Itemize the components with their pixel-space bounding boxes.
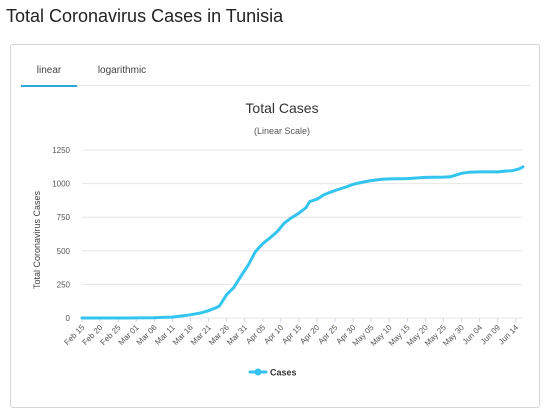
data-point[interactable]: [290, 216, 293, 219]
data-point[interactable]: [478, 170, 481, 174]
data-point[interactable]: [268, 236, 272, 240]
data-point[interactable]: [239, 274, 243, 278]
data-point[interactable]: [388, 177, 391, 181]
data-point[interactable]: [424, 176, 427, 179]
legend[interactable]: Cases: [248, 368, 297, 378]
data-point[interactable]: [261, 242, 264, 245]
data-point[interactable]: [225, 293, 228, 296]
y-tick-label: 0: [66, 314, 71, 323]
y-axis-ticks: 0 250 500 750 1000 1250: [52, 146, 70, 323]
data-point[interactable]: [218, 304, 221, 308]
legend-label: Cases: [270, 368, 297, 378]
data-point[interactable]: [163, 316, 167, 319]
data-point[interactable]: [254, 250, 257, 253]
data-point[interactable]: [467, 171, 470, 174]
data-point[interactable]: [214, 306, 217, 310]
data-point[interactable]: [496, 170, 499, 174]
data-point[interactable]: [207, 309, 210, 312]
series-line-cases[interactable]: [80, 165, 525, 320]
data-point[interactable]: [116, 316, 120, 320]
data-point[interactable]: [297, 212, 301, 215]
grid-lines: [82, 149, 523, 319]
data-point[interactable]: [460, 172, 463, 175]
data-point[interactable]: [182, 314, 185, 317]
data-point[interactable]: [323, 193, 326, 196]
data-point[interactable]: [351, 183, 355, 186]
y-tick-label: 1000: [52, 180, 70, 189]
data-point[interactable]: [171, 315, 174, 319]
data-point[interactable]: [442, 175, 445, 179]
y-tick-label: 500: [57, 247, 71, 256]
series-layer: [80, 165, 525, 320]
legend-swatch-marker: [254, 368, 262, 376]
data-point[interactable]: [276, 230, 279, 233]
scale-tabs: linear logarithmic: [21, 61, 531, 87]
data-point[interactable]: [135, 316, 138, 320]
data-point[interactable]: [511, 169, 514, 172]
data-point[interactable]: [449, 175, 452, 178]
chart-title: Total Cases: [245, 100, 318, 116]
data-point[interactable]: [315, 198, 319, 201]
data-point[interactable]: [370, 179, 373, 182]
y-tick-label: 1250: [52, 146, 70, 155]
data-point[interactable]: [189, 313, 192, 316]
y-tick-label: 250: [57, 280, 71, 289]
data-point[interactable]: [98, 316, 102, 320]
data-point[interactable]: [333, 189, 337, 192]
data-point[interactable]: [283, 221, 286, 225]
data-point[interactable]: [247, 263, 250, 267]
data-point[interactable]: [521, 165, 525, 168]
tab-logarithmic[interactable]: logarithmic: [97, 65, 147, 76]
data-point[interactable]: [200, 311, 203, 314]
data-point[interactable]: [362, 180, 366, 184]
data-point[interactable]: [308, 200, 311, 203]
chart-subtitle: (Linear Scale): [254, 126, 310, 136]
data-point[interactable]: [503, 169, 507, 173]
tab-linear[interactable]: linear: [21, 61, 77, 87]
x-tick-label: Mar 31: [225, 323, 249, 347]
data-point[interactable]: [232, 286, 235, 289]
data-point[interactable]: [518, 167, 521, 170]
data-point[interactable]: [406, 177, 409, 180]
data-point[interactable]: [304, 206, 308, 209]
chart-card: linear logarithmic: [10, 44, 540, 408]
x-tick-label: Jun 14: [497, 323, 521, 347]
y-tick-label: 750: [57, 213, 71, 222]
data-point[interactable]: [344, 185, 348, 189]
y-axis-label: Total Coronavirus Cases: [32, 190, 42, 289]
page-title: Total Coronavirus Cases in Tunisia: [6, 6, 284, 26]
data-point[interactable]: [80, 316, 84, 320]
data-point[interactable]: [380, 178, 384, 181]
data-point[interactable]: [153, 316, 156, 319]
